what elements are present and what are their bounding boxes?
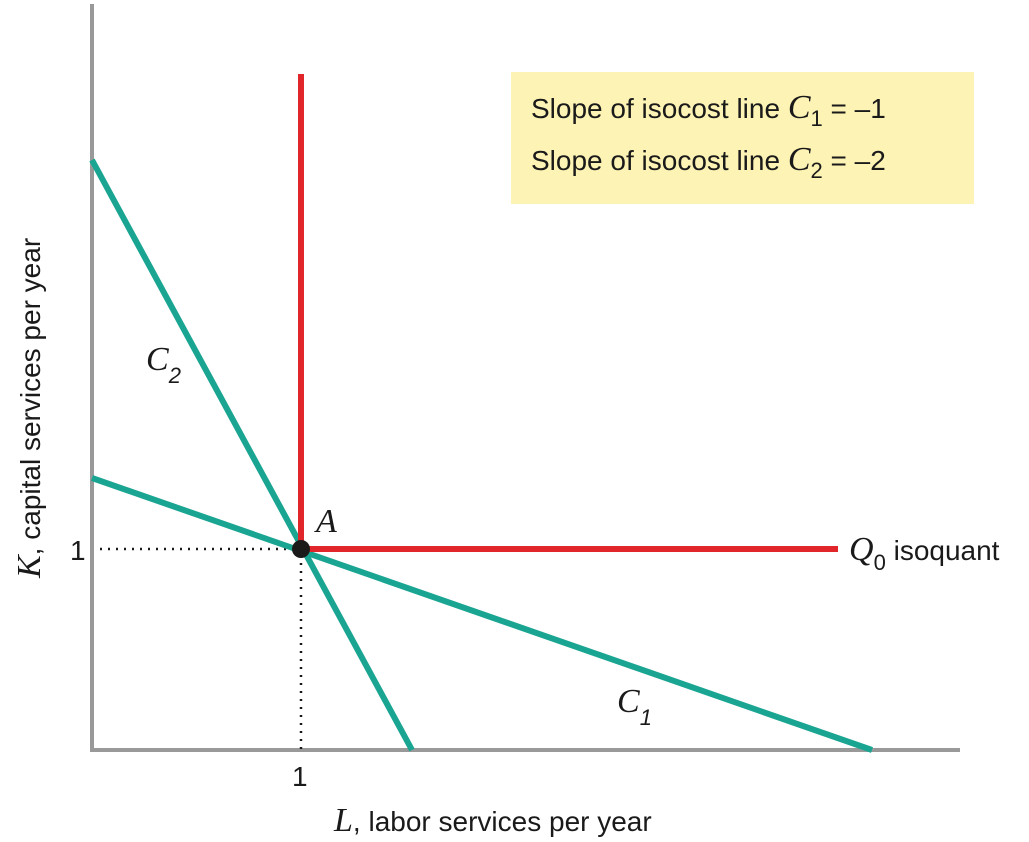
legend-line-2: Slope of isocost line C2 = –2 — [531, 141, 886, 183]
x-axis-title: L, labor services per year — [333, 802, 652, 839]
y-axis-title: K, capital services per year — [11, 238, 48, 579]
legend-line-1: Slope of isocost line C1 = –1 — [531, 89, 886, 131]
y-tick-1: 1 — [70, 535, 86, 566]
legend-box — [511, 72, 974, 204]
x-tick-1: 1 — [292, 761, 308, 792]
point-a-label: A — [314, 503, 337, 540]
isocost-line-c1 — [91, 475, 873, 753]
label-c2: C2 — [146, 341, 181, 388]
isoquant-label: Q0 isoquant — [849, 531, 1000, 575]
label-c1: C1 — [617, 683, 652, 730]
isocost-line-c2 — [89, 158, 415, 752]
point-a-marker — [292, 540, 310, 558]
